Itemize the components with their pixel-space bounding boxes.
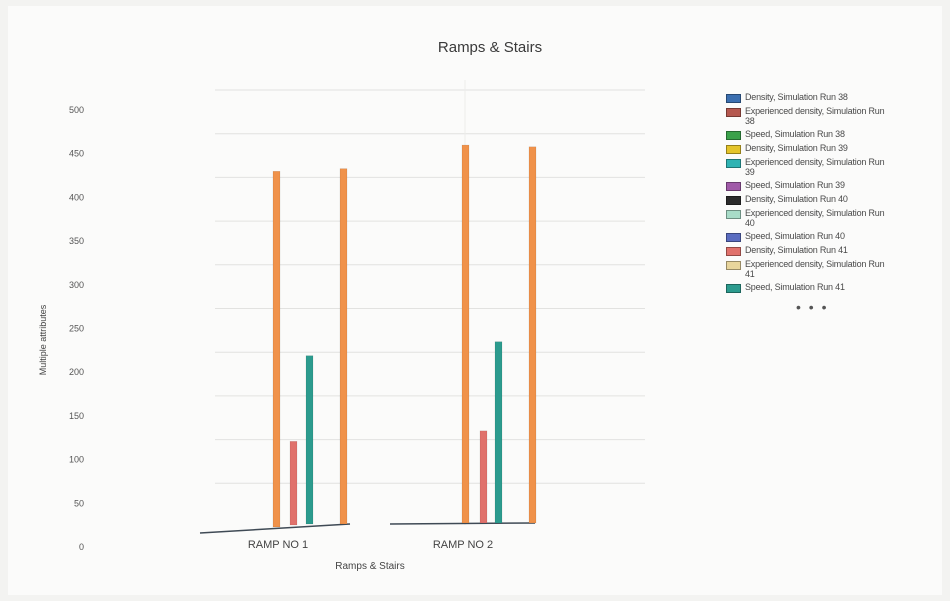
legend-swatch <box>726 94 741 103</box>
legend-label: Experienced density, Simulation Run 41 <box>745 259 885 279</box>
x-axis-line <box>199 523 351 534</box>
legend-item: Speed, Simulation Run 41 <box>726 282 896 293</box>
legend-item: Experienced density, Simulation Run 40 <box>726 208 896 228</box>
legend-item: Experienced density, Simulation Run 41 <box>726 259 896 279</box>
x-axis-line-2 <box>389 522 536 525</box>
x-tick-label: RAMP NO 2 <box>433 539 493 551</box>
legend-swatch <box>726 247 741 256</box>
legend-label: Density, Simulation Run 40 <box>745 194 848 204</box>
legend-item: Density, Simulation Run 39 <box>726 143 896 154</box>
legend-swatch <box>726 159 741 168</box>
legend-swatch <box>726 108 741 117</box>
y-tick-label: 150 <box>69 411 84 421</box>
legend-item: Density, Simulation Run 38 <box>726 92 896 103</box>
y-axis-label: Multiple attributes <box>38 304 48 375</box>
legend-label: Density, Simulation Run 38 <box>745 92 848 102</box>
legend-swatch <box>726 145 741 154</box>
grid-lines <box>215 80 645 525</box>
legend-item: Speed, Simulation Run 39 <box>726 180 896 191</box>
y-tick-label: 250 <box>69 324 84 334</box>
legend-label: Density, Simulation Run 41 <box>745 245 848 255</box>
y-tick-label: 100 <box>69 455 84 465</box>
legend-item: Density, Simulation Run 41 <box>726 245 896 256</box>
bar <box>461 144 470 524</box>
legend-item: Speed, Simulation Run 40 <box>726 231 896 242</box>
bar <box>479 430 488 524</box>
bar <box>494 341 503 524</box>
y-tick-label: 0 <box>79 542 84 552</box>
chart-legend: Density, Simulation Run 38 Experienced de… <box>726 92 896 315</box>
bar <box>305 355 314 525</box>
legend-label: Density, Simulation Run 39 <box>745 143 848 153</box>
bar <box>528 146 537 524</box>
y-tick-label: 400 <box>69 192 84 202</box>
bar <box>289 441 298 526</box>
legend-item: Density, Simulation Run 40 <box>726 194 896 205</box>
y-tick-label: 500 <box>69 105 84 115</box>
y-axis-ticks: 0 50 100 150 200 250 300 350 400 450 500 <box>69 105 84 552</box>
x-axis-ticks: RAMP NO 1 RAMP NO 2 <box>248 539 493 551</box>
legend-swatch <box>726 233 741 242</box>
bar <box>339 168 348 525</box>
chart-frame <box>8 6 942 595</box>
legend-swatch <box>726 131 741 140</box>
legend-more-indicator: • • • <box>796 299 829 315</box>
y-tick-label: 300 <box>69 280 84 290</box>
legend-swatch <box>726 284 741 293</box>
bars <box>272 144 537 528</box>
legend-label: Speed, Simulation Run 41 <box>745 282 845 292</box>
y-tick-label: 450 <box>69 149 84 159</box>
legend-swatch <box>726 182 741 191</box>
x-axis-label: Ramps & Stairs <box>335 561 404 572</box>
bar <box>272 171 281 528</box>
legend-item: Speed, Simulation Run 38 <box>726 129 896 140</box>
legend-label: Speed, Simulation Run 39 <box>745 180 845 190</box>
legend-label: Speed, Simulation Run 38 <box>745 129 845 139</box>
legend-swatch <box>726 261 741 270</box>
legend-item: Experienced density, Simulation Run 38 <box>726 106 896 126</box>
y-tick-label: 50 <box>74 498 84 508</box>
chart-title: Ramps & Stairs <box>438 39 542 56</box>
legend-item: Experienced density, Simulation Run 39 <box>726 157 896 177</box>
legend-label: Experienced density, Simulation Run 39 <box>745 157 885 177</box>
legend-label: Experienced density, Simulation Run 38 <box>745 106 885 126</box>
x-tick-label: RAMP NO 1 <box>248 539 308 551</box>
legend-label: Experienced density, Simulation Run 40 <box>745 208 885 228</box>
y-tick-label: 200 <box>69 367 84 377</box>
y-tick-label: 350 <box>69 236 84 246</box>
legend-label: Speed, Simulation Run 40 <box>745 231 845 241</box>
legend-swatch <box>726 210 741 219</box>
legend-swatch <box>726 196 741 205</box>
